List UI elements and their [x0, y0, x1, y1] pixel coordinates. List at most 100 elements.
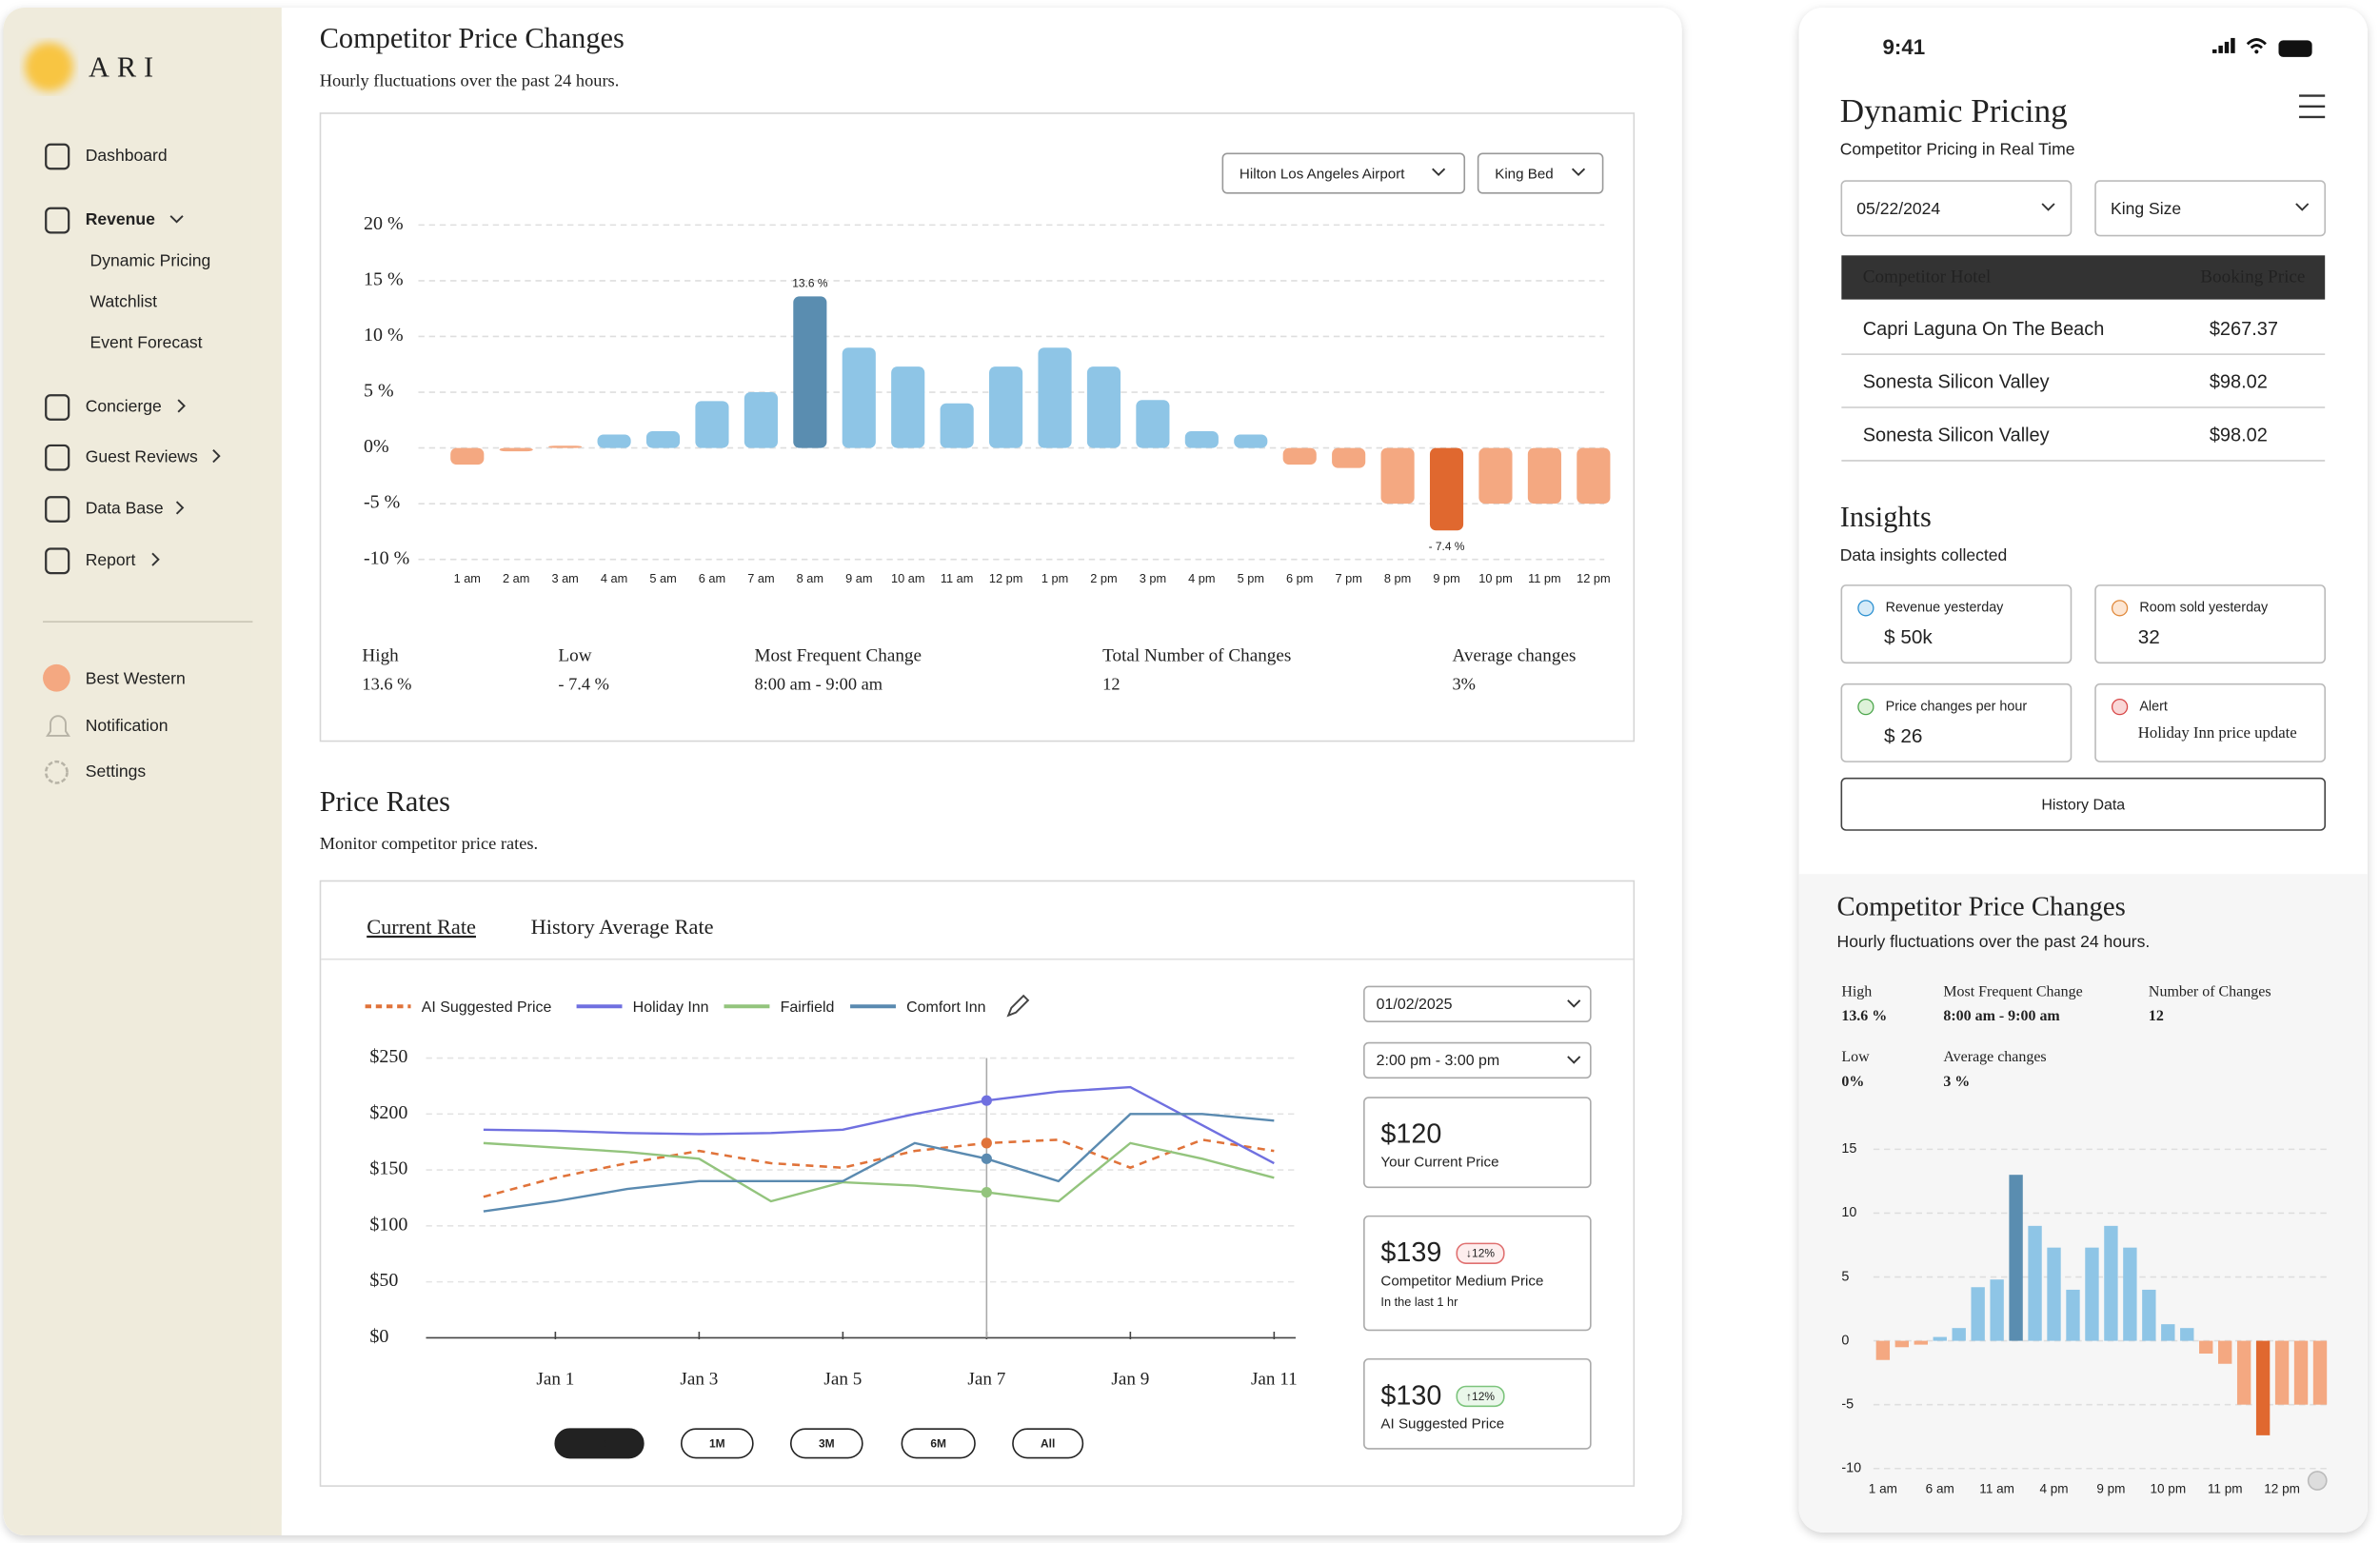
nav-item[interactable]: Revenue	[86, 209, 155, 228]
insight-label: Alert	[2139, 699, 2168, 714]
nav-item[interactable]: Guest Reviews	[86, 446, 198, 465]
range-label[interactable]: 1D	[592, 1436, 607, 1450]
x-tick-label: 9 am	[845, 571, 872, 585]
nav-item[interactable]: Data Base	[86, 499, 164, 518]
price-value: $139	[1380, 1237, 1441, 1268]
nav-icon	[45, 143, 70, 170]
bar	[842, 347, 876, 448]
date-dropdown[interactable]	[1363, 1041, 1592, 1079]
range-label[interactable]: 1M	[709, 1436, 725, 1450]
tab[interactable]: Current Rate	[367, 915, 476, 939]
stat-label: High	[362, 645, 399, 665]
price-badge-text: ↓12%	[1466, 1247, 1495, 1260]
button-label[interactable]: History Data	[2041, 798, 2125, 814]
insight-label: Price changes per hour	[1886, 699, 2028, 714]
insight-icon	[2111, 600, 2129, 617]
account-item[interactable]: Settings	[86, 762, 147, 781]
bar	[793, 296, 827, 448]
filter-dropdown[interactable]	[1221, 152, 1466, 194]
chevron	[1567, 999, 1581, 1008]
range-label[interactable]: 3M	[819, 1436, 835, 1450]
filter-value: Hilton Los Angeles Airport	[1240, 167, 1405, 183]
table-cell: Sonesta Silicon Valley	[1863, 425, 2050, 446]
insight-label: Room sold yesterday	[2139, 601, 2269, 616]
wifi-icon	[2246, 38, 2267, 49]
bar	[450, 447, 485, 465]
y-tick-label: -10	[1841, 1461, 1861, 1476]
bar	[1875, 1340, 1891, 1360]
legend-label: Fairfield	[781, 999, 835, 1016]
y-tick-label: $100	[369, 1214, 407, 1235]
nav-item[interactable]: Dynamic Pricing	[90, 250, 211, 269]
price-card	[1363, 1215, 1592, 1332]
account-item[interactable]: Notification	[86, 716, 169, 735]
x-tick-label: 2 pm	[1090, 571, 1117, 585]
chevron	[1571, 168, 1586, 177]
signal-bar	[2224, 41, 2230, 53]
date-dropdown[interactable]	[1363, 985, 1592, 1023]
x-tick-label: 6 am	[1926, 1482, 1954, 1496]
phone-subtitle: Competitor Pricing in Real Time	[1840, 140, 2075, 159]
nav-item[interactable]: Dashboard	[86, 146, 168, 165]
filter-dropdown[interactable]	[1477, 152, 1604, 194]
range-button[interactable]	[554, 1428, 645, 1459]
section-subtitle: Hourly fluctuations over the past 24 hou…	[1837, 932, 2151, 951]
x-tick-label: 9 pm	[1433, 571, 1459, 585]
table-header	[1841, 255, 2326, 300]
y-tick-label: 20 %	[364, 213, 404, 234]
series-line	[483, 1141, 1275, 1203]
bar	[2312, 1340, 2328, 1405]
stat-value: 12	[2149, 1008, 2164, 1024]
chevron	[212, 449, 221, 464]
x-tick-label: 6 pm	[1286, 571, 1313, 585]
edit-icon[interactable]	[1006, 994, 1030, 1018]
insight-value: 32	[2138, 626, 2160, 648]
x-tick-label: 8 am	[797, 571, 823, 585]
nav-item[interactable]: Report	[86, 550, 136, 569]
stat-value: 8:00 am - 9:00 am	[1943, 1008, 2060, 1024]
legend-label: Holiday Inn	[633, 999, 709, 1016]
signal-bar	[2231, 37, 2235, 53]
phone-dropdown[interactable]	[1840, 180, 2073, 237]
history-button[interactable]	[1840, 777, 2326, 831]
insight-value: $ 26	[1884, 725, 1922, 747]
range-button[interactable]	[789, 1428, 863, 1459]
account-item[interactable]: Best Western	[86, 669, 186, 688]
dropdown-value: King Size	[2111, 199, 2181, 218]
section-title: Competitor Price Changes	[320, 22, 625, 54]
table-cell: Sonesta Silicon Valley	[1863, 372, 2050, 393]
bar	[2085, 1247, 2099, 1341]
nav-item[interactable]: Watchlist	[90, 291, 158, 310]
nav-item[interactable]: Event Forecast	[90, 333, 203, 352]
range-label[interactable]: 6M	[930, 1436, 946, 1450]
bar	[1282, 447, 1317, 465]
nav-icon	[45, 207, 70, 234]
range-button[interactable]	[1012, 1428, 1084, 1459]
wifi-dot	[2254, 49, 2259, 54]
insight-card	[2094, 584, 2326, 664]
x-tick-label: 10 am	[891, 571, 924, 585]
price-label: Your Current Price	[1380, 1155, 1498, 1171]
x-tick-label: 10 pm	[1478, 571, 1512, 585]
tab[interactable]: History Average Rate	[531, 915, 714, 939]
stat-label: Low	[1841, 1049, 1870, 1065]
x-tick-label: 7 am	[747, 571, 774, 585]
bar	[2009, 1175, 2023, 1341]
x-tick-label: 5 am	[649, 571, 676, 585]
range-label[interactable]: All	[1041, 1436, 1055, 1450]
phone-dropdown[interactable]	[2094, 180, 2326, 237]
bar	[499, 447, 533, 452]
bell-icon	[46, 715, 70, 737]
bar	[891, 366, 925, 448]
section-subtitle: Monitor competitor price rates.	[320, 834, 538, 853]
range-button[interactable]	[901, 1428, 976, 1459]
bar	[597, 434, 631, 448]
nav-item[interactable]: Concierge	[86, 397, 162, 416]
price-value: $120	[1380, 1119, 1441, 1150]
expand-icon[interactable]	[2307, 1471, 2328, 1491]
nav-icon	[45, 496, 70, 523]
bar	[1990, 1279, 2004, 1341]
range-button[interactable]	[680, 1428, 754, 1459]
x-tick-label: 11 am	[941, 571, 974, 585]
section-title: Price Rates	[320, 785, 450, 818]
